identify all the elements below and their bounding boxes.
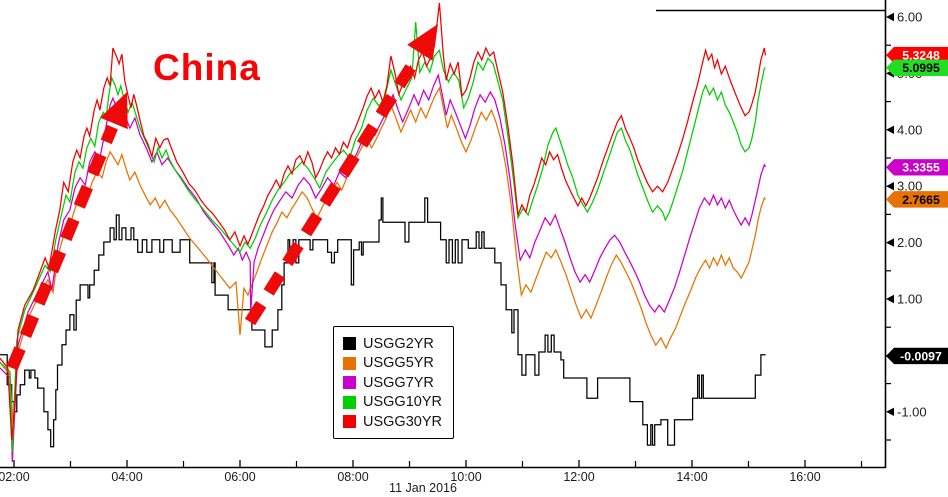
legend-swatch-usgg7yr: [343, 376, 356, 390]
legend-item-usgg5yr[interactable]: USGG5YR: [343, 354, 445, 374]
price-tag-value-usgg10yr: 5.0995: [902, 61, 940, 75]
y-tick-label-2.00: 2.00: [897, 235, 922, 250]
annotation-arrow-head-1: [100, 92, 128, 130]
price-tag-value-usgg30yr: 5.3248: [902, 48, 940, 62]
y-tick-pointer-3.00: [886, 182, 894, 191]
china-annotation: China: [153, 47, 261, 88]
x-tick-label-08:00: 08:00: [337, 470, 368, 484]
price-tag-usgg30yr: [886, 46, 948, 64]
legend-swatch-usgg2yr: [343, 337, 356, 351]
y-tick-label-1.00: 1.00: [897, 292, 922, 307]
price-tag-usgg2yr: [886, 347, 948, 365]
legend-swatch-usgg10yr: [343, 395, 356, 409]
y-tick-pointer-6.00: [886, 12, 894, 22]
y-tick-pointer--1.00: [886, 407, 894, 416]
y-tick-label-4.00: 4.00: [897, 122, 922, 137]
annotation-arrow-head-2: [407, 24, 438, 61]
legend-item-label: USGG5YR: [363, 355, 434, 372]
y-tick-pointer-2.00: [886, 238, 894, 247]
y-tick-pointer-4.00: [886, 125, 894, 134]
x-axis-date-label: 11 Jan 2016: [389, 481, 457, 495]
x-tick-label-10:00: 10:00: [450, 470, 481, 484]
price-tag-value-usgg5yr: 2.7665: [902, 193, 940, 207]
legend-item-label: USGG7YR: [363, 374, 434, 391]
series-line-usgg5yr: [0, 86, 766, 430]
price-tag-usgg7yr: [886, 159, 948, 176]
legend-swatch-usgg30yr: [343, 415, 356, 429]
y-tick-label-3.00: 3.00: [897, 179, 922, 194]
price-tag-value-usgg2yr: -0.0097: [900, 349, 942, 363]
price-tag-value-usgg7yr: 3.3355: [902, 161, 940, 175]
legend-item-label: USGG10YR: [363, 394, 442, 411]
legend-item-usgg10yr[interactable]: USGG10YR: [343, 393, 445, 413]
x-tick-label-12:00: 12:00: [563, 470, 594, 484]
legend-item-usgg7yr[interactable]: USGG7YR: [343, 373, 445, 393]
x-tick-label-02:00: 02:00: [0, 470, 30, 484]
price-tag-usgg5yr: [886, 191, 948, 208]
y-tick-label-6.00: 6.00: [897, 10, 922, 25]
y-tick-label--1.00: -1.00: [897, 404, 927, 419]
x-tick-label-16:00: 16:00: [789, 470, 820, 484]
series-line-usgg2yr: [0, 197, 766, 448]
legend-item-label: USGG30YR: [363, 413, 442, 430]
x-tick-label-14:00: 14:00: [676, 470, 707, 484]
series-line-usgg30yr: [0, 2, 767, 441]
annotation-arrow-dash-1: [6, 124, 118, 371]
x-tick-label-04:00: 04:00: [111, 470, 142, 484]
legend: USGG2YR USGG5YR USGG7YR USGG10YR USGG30YR: [333, 326, 454, 439]
legend-item-usgg2yr[interactable]: USGG2YR: [343, 334, 445, 354]
legend-swatch-usgg5yr: [343, 356, 356, 370]
annotation-arrow-dash-2: [244, 52, 423, 326]
legend-item-usgg30yr[interactable]: USGG30YR: [343, 412, 445, 432]
y-tick-pointer-1.00: [886, 294, 894, 304]
series-line-usgg7yr: [0, 73, 767, 463]
legend-item-label: USGG2YR: [363, 335, 434, 352]
x-tick-label-06:00: 06:00: [224, 470, 255, 484]
price-tag-usgg10yr: [886, 59, 948, 76]
